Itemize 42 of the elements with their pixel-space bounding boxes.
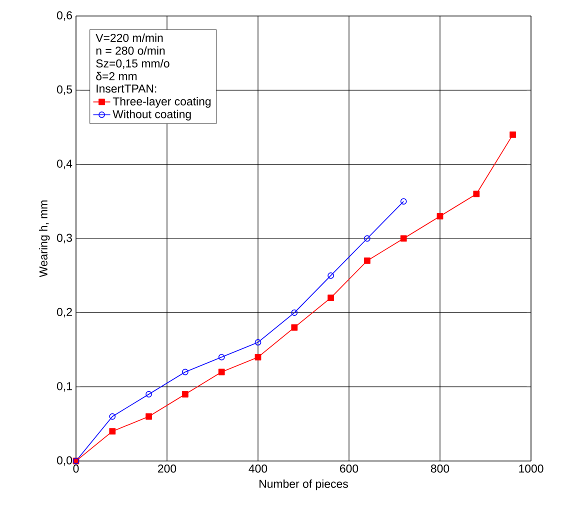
y-tick-label: 0,0 bbox=[57, 456, 72, 466]
point bbox=[182, 391, 188, 398]
y-tick-label: 0,3 bbox=[57, 234, 72, 244]
legend-label: Three-layer coating bbox=[112, 97, 211, 108]
point bbox=[182, 368, 188, 376]
point bbox=[436, 213, 444, 220]
y-tick-label: 0,2 bbox=[57, 308, 72, 318]
point bbox=[328, 272, 334, 279]
annotation: InsertTPAN: bbox=[96, 84, 156, 93]
point bbox=[218, 354, 225, 360]
annotation: δ=2 mm bbox=[96, 72, 137, 80]
y-tick-label: 0,1 bbox=[57, 382, 72, 392]
y-axis-title: Wearing h, mm bbox=[39, 200, 50, 278]
annotation: Sz=0,15 mm/o bbox=[96, 59, 170, 69]
point bbox=[364, 235, 370, 242]
point bbox=[328, 294, 334, 302]
x-tick-label: 200 bbox=[158, 464, 176, 473]
x-tick-label: 1000 bbox=[519, 464, 544, 473]
point bbox=[400, 235, 407, 242]
y-tick-label: 0,4 bbox=[57, 160, 72, 170]
point bbox=[146, 413, 152, 420]
legend-label: Without coating bbox=[112, 110, 191, 120]
point bbox=[109, 428, 116, 435]
x-axis-title: Number of pieces bbox=[260, 479, 348, 490]
point bbox=[254, 354, 262, 360]
x-tick-label: 800 bbox=[430, 464, 450, 473]
point bbox=[291, 324, 298, 331]
point bbox=[109, 413, 116, 420]
point bbox=[146, 391, 152, 398]
x-tick-label: 600 bbox=[340, 464, 358, 473]
point bbox=[473, 190, 480, 198]
point bbox=[510, 131, 516, 138]
annotation: V=220 m/min bbox=[96, 34, 163, 42]
point bbox=[364, 258, 370, 264]
x-tick-label: 400 bbox=[248, 464, 268, 473]
x-tick-label: 0 bbox=[73, 464, 79, 473]
point bbox=[291, 309, 298, 316]
point bbox=[218, 368, 225, 376]
y-tick-label: 0,5 bbox=[57, 85, 72, 95]
point bbox=[254, 339, 262, 346]
y-tick-label: 0,6 bbox=[57, 11, 72, 21]
annotation: n = 280 o/min bbox=[96, 46, 165, 55]
